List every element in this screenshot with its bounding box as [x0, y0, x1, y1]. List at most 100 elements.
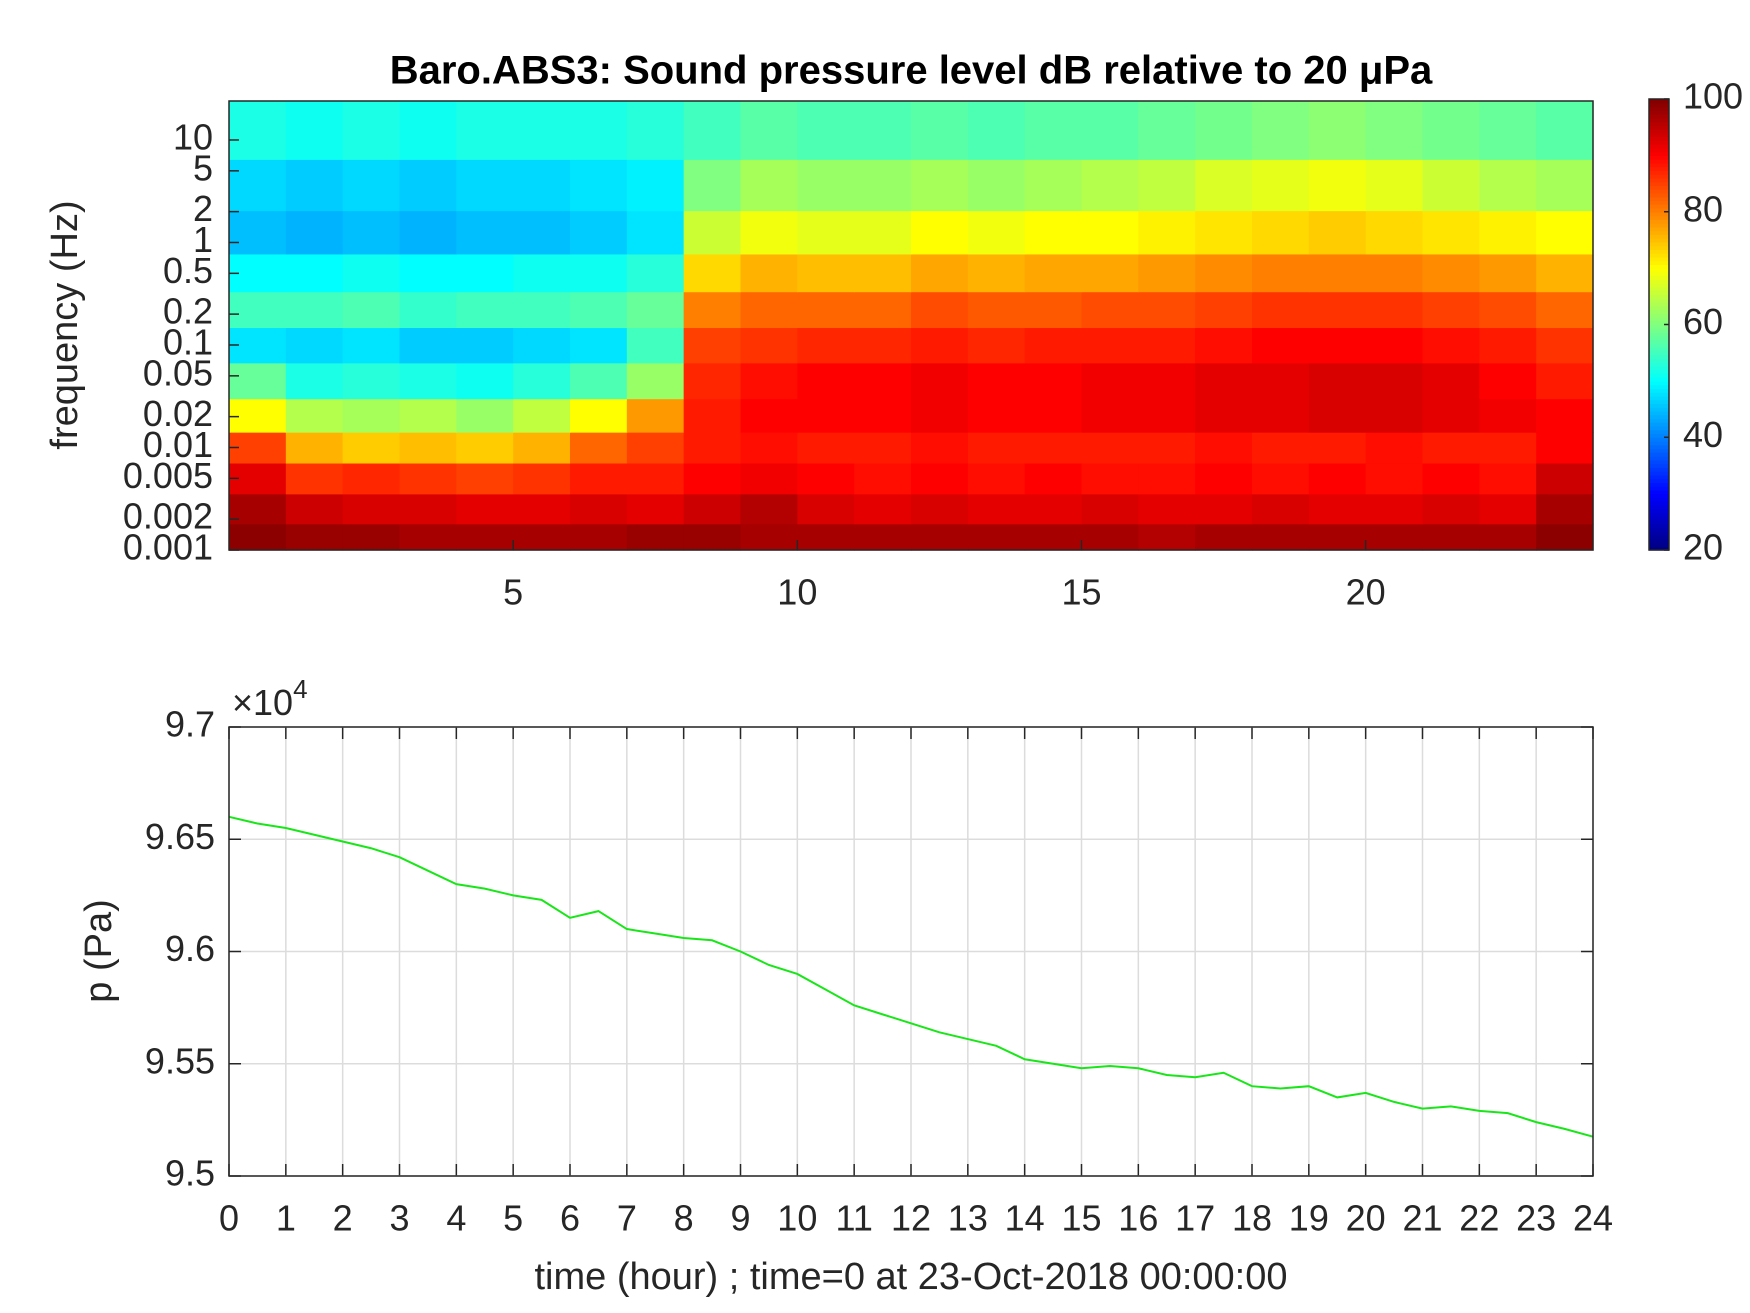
heatmap-cell [1081, 362, 1139, 400]
heatmap-cell [740, 327, 798, 364]
heatmap-cell [1479, 398, 1537, 433]
heatmap-cell [967, 523, 1026, 551]
heatmap-cell [1024, 253, 1083, 293]
colorbar-segment [1649, 531, 1669, 536]
heatmap-cell [570, 493, 628, 525]
x-tick-label: 18 [1232, 1198, 1272, 1239]
heatmap-cell [1138, 159, 1196, 212]
colorbar-segment [1649, 301, 1669, 307]
colorbar-segment [1649, 463, 1669, 468]
heatmap-cell [1195, 101, 1253, 160]
heatmap-cell [1024, 159, 1083, 212]
heatmap-cell [1138, 523, 1196, 551]
heatmap-cell [399, 291, 457, 329]
heatmap-cell [1422, 327, 1480, 364]
x-tick-label: 10 [777, 572, 817, 613]
heatmap-cell [342, 493, 401, 525]
heatmap-cell [399, 253, 457, 293]
heatmap-cell [854, 210, 912, 255]
colorbar-segment [1649, 365, 1669, 371]
colorbar-segment [1649, 501, 1669, 506]
heatmap-cell [740, 253, 798, 293]
heatmap-cell [342, 210, 401, 255]
colorbar-segment [1649, 474, 1669, 480]
colorbar-segment [1649, 410, 1669, 416]
y-axis-label: frequency (Hz) [44, 200, 86, 449]
heatmap-cell [399, 362, 457, 400]
x-tick-label: 24 [1573, 1198, 1613, 1239]
colorbar-segment [1649, 170, 1669, 175]
x-tick-label: 6 [560, 1198, 580, 1239]
heatmap-cell [229, 291, 287, 329]
heatmap-cell [570, 210, 628, 255]
heatmap-cell [967, 159, 1026, 212]
multiplier-base: ×10 [232, 682, 293, 723]
colorbar-segment [1649, 125, 1669, 130]
colorbar-segment [1649, 215, 1669, 220]
colorbar-segment [1649, 380, 1669, 386]
heatmap-cell [797, 159, 855, 212]
colorbar-segment [1649, 249, 1669, 254]
heatmap-cell [1024, 291, 1083, 329]
heatmap-cell [1365, 327, 1424, 364]
heatmap-cell [1536, 291, 1594, 329]
y-axis-label: p (Pa) [78, 899, 120, 1002]
heatmap-cell [683, 101, 742, 160]
y-tick-label: 0.05 [143, 352, 213, 393]
y-tick-label: 9.55 [145, 1040, 215, 1081]
heatmap-cell [1308, 159, 1367, 212]
heatmap-cell [1536, 462, 1594, 495]
heatmap-cell [1479, 253, 1537, 293]
colorbar-segment [1649, 343, 1669, 348]
heatmap-cell [1195, 327, 1253, 364]
x-tick-label: 12 [891, 1198, 931, 1239]
colorbar-segment [1649, 162, 1669, 168]
colorbar-tick-label: 100 [1683, 76, 1743, 117]
heatmap-cell [285, 291, 344, 329]
colorbar-segment [1649, 294, 1669, 299]
colorbar-segment [1649, 339, 1669, 344]
heatmap-cell [456, 462, 514, 495]
heatmap-cell [229, 523, 287, 551]
x-tick-label: 19 [1289, 1198, 1329, 1239]
colorbar-segment [1649, 279, 1669, 284]
heatmap-cell [1536, 327, 1594, 364]
heatmap-cell [911, 462, 969, 495]
heatmap-cell [1252, 523, 1310, 551]
heatmap-cell [1081, 523, 1139, 551]
heatmap-cell [1536, 210, 1594, 255]
colorbar-segment [1649, 489, 1669, 495]
heatmap-cell [1138, 291, 1196, 329]
colorbar-segment [1649, 305, 1669, 311]
heatmap-cell [1308, 493, 1367, 525]
colorbar-segment [1649, 245, 1669, 250]
heatmap-cell [1195, 493, 1253, 525]
heatmap-cell [683, 253, 742, 293]
heatmap-cell [285, 253, 344, 293]
heatmap-cell [229, 398, 287, 433]
x-tick-label: 5 [503, 1198, 523, 1239]
heatmap-cell [456, 493, 514, 525]
heatmap-cell [740, 210, 798, 255]
heatmap-cell [1536, 523, 1594, 551]
heatmap-cell [1081, 432, 1139, 464]
colorbar-segment [1649, 207, 1669, 213]
colorbar-tick-label: 20 [1683, 527, 1723, 568]
colorbar-segment [1649, 102, 1669, 108]
heatmap-cell [456, 210, 514, 255]
heatmap-cell [967, 493, 1026, 525]
heatmap-cell [342, 327, 401, 364]
heatmap-cell [1365, 291, 1424, 329]
colorbar-segment [1649, 155, 1669, 160]
x-tick-label: 20 [1346, 572, 1386, 613]
heatmap-cell [626, 523, 685, 551]
colorbar-segment [1649, 519, 1669, 525]
x-tick-label: 13 [948, 1198, 988, 1239]
heatmap-cell [854, 432, 912, 464]
heatmap-cell [1308, 362, 1367, 400]
heatmap-cell [854, 291, 912, 329]
heatmap-cell [967, 210, 1026, 255]
colorbar-segment [1649, 313, 1669, 318]
heatmap-cell [1479, 523, 1537, 551]
heatmap-cell [626, 253, 685, 293]
